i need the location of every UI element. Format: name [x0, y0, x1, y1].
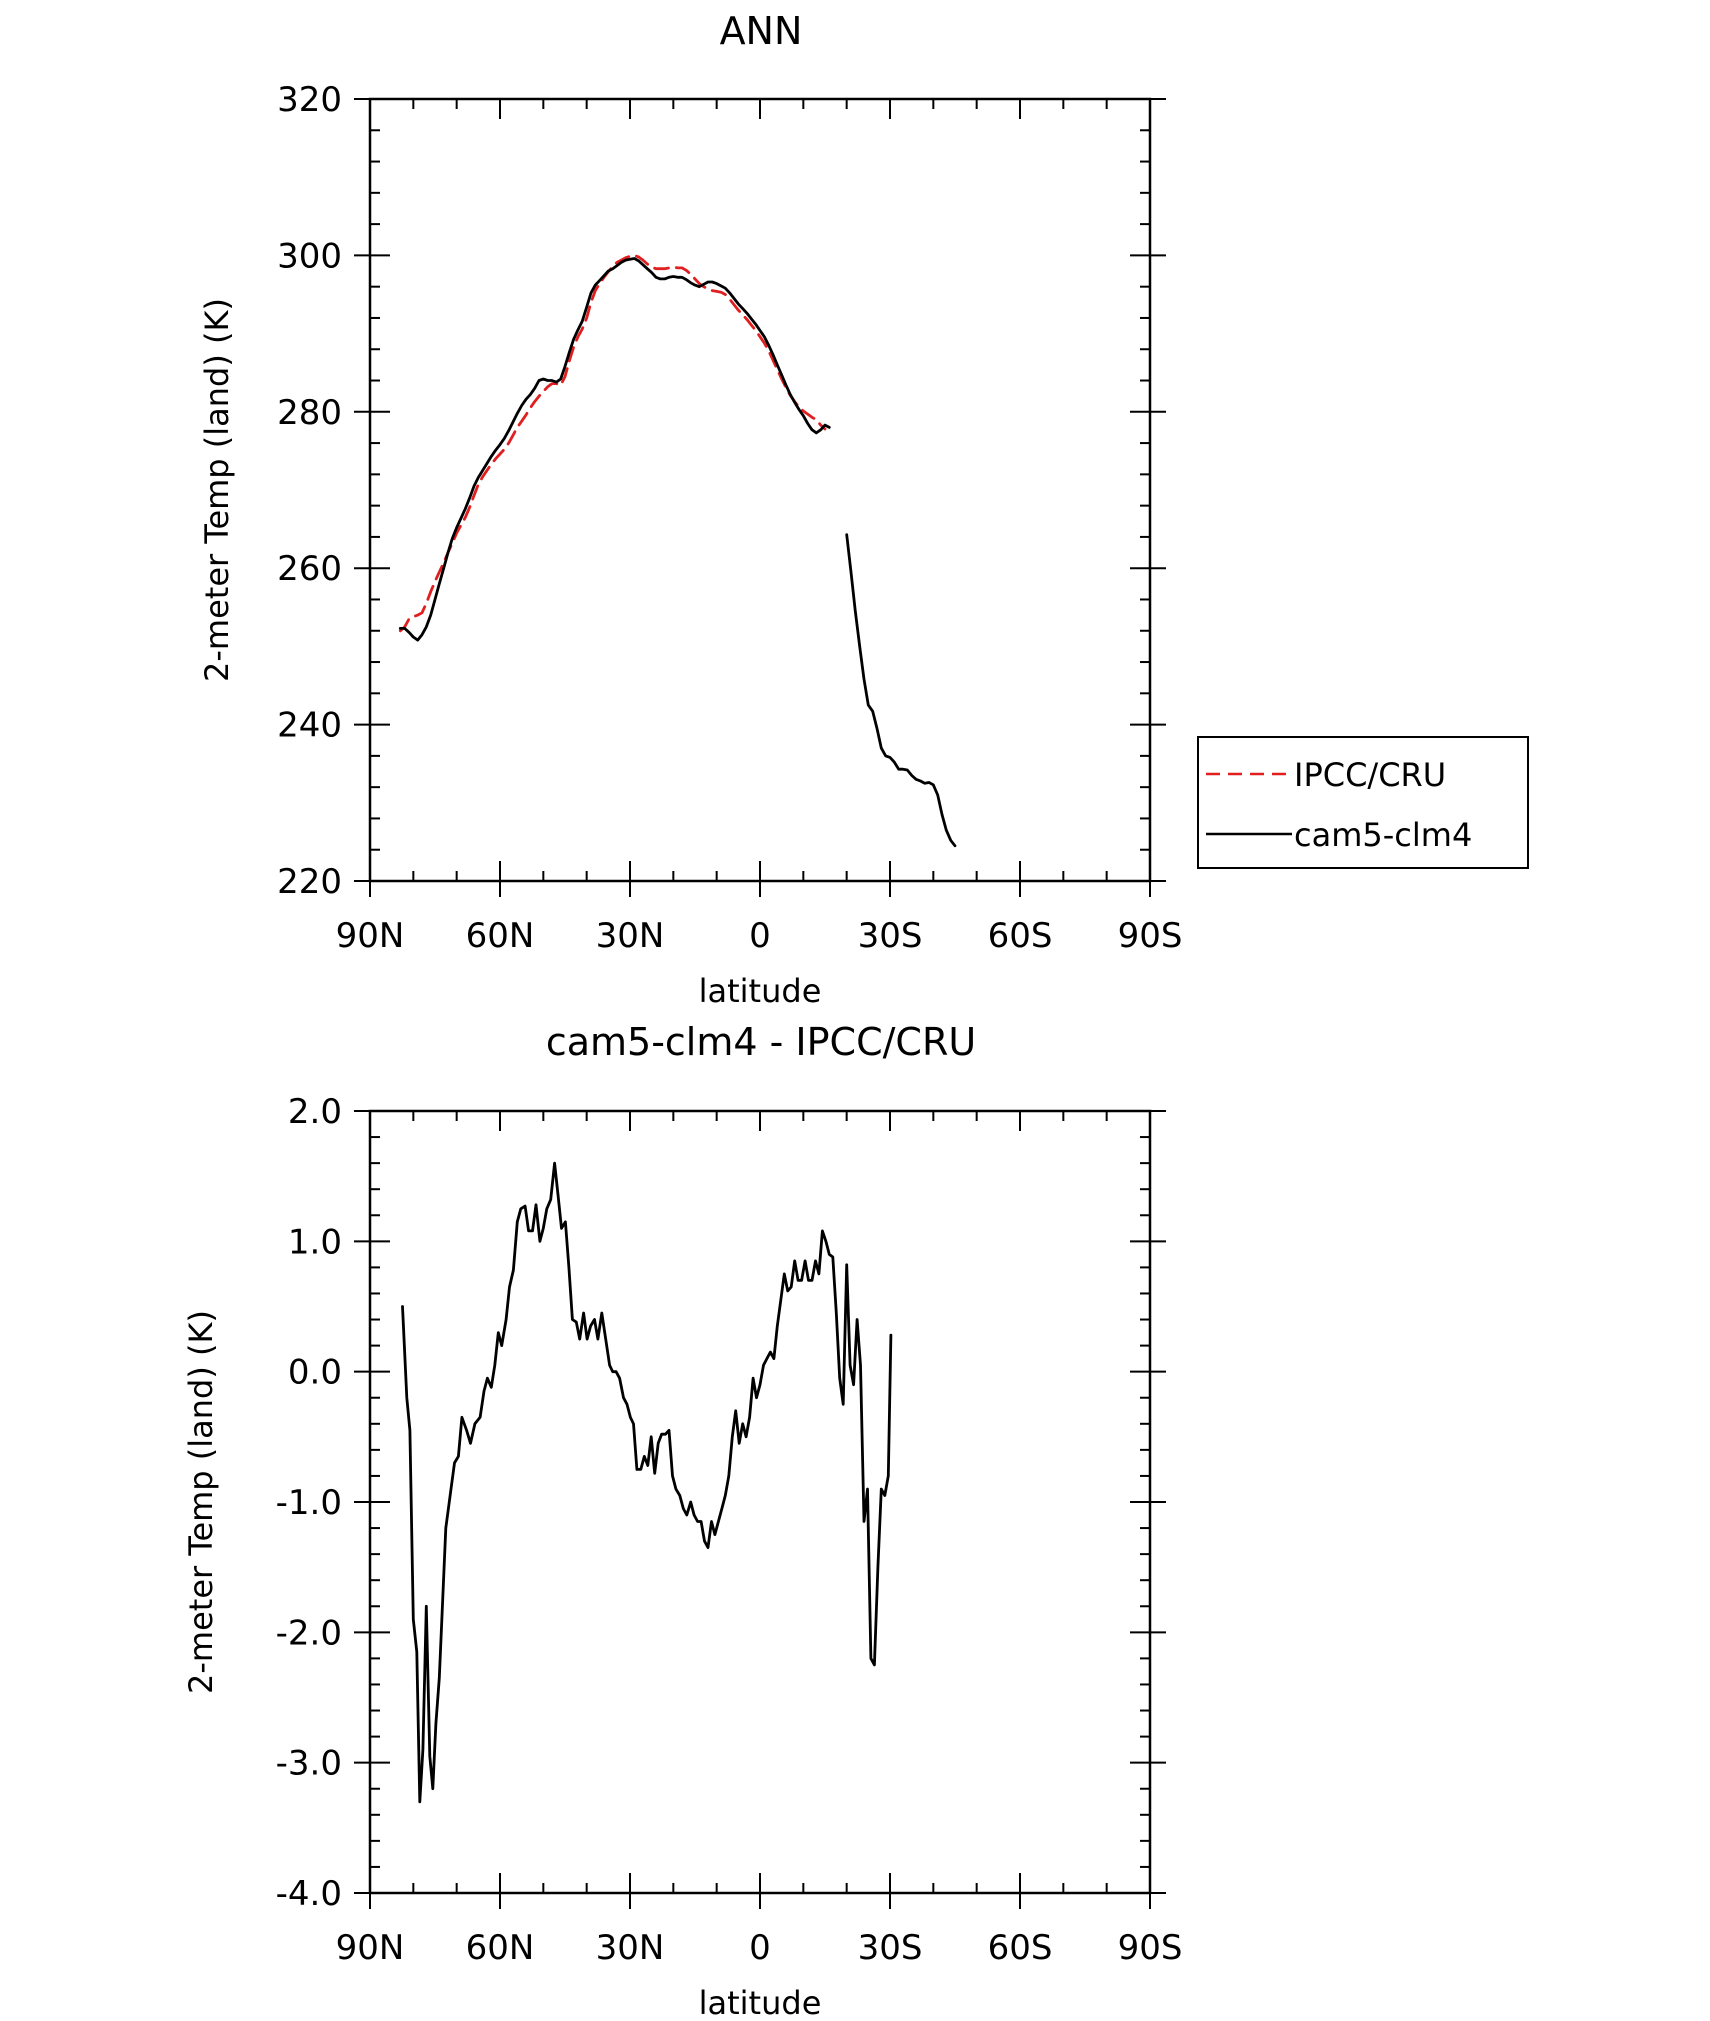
top-y-tick-label: 300	[277, 236, 342, 276]
top-series-cam5-clm4-line	[398, 257, 831, 642]
top-chart-series	[398, 254, 957, 848]
top-chart-axes: 90N 60N 30N 0 30S 60S 90S 320 300 280 260 240 220	[277, 80, 1182, 956]
top-chart-xlabel: latitude	[699, 972, 822, 1010]
bottom-chart-title: cam5-clm4 - IPCC/CRU	[546, 1020, 976, 1064]
bottom-chart-axes: 90N 60N 30N 0 30S 60S 90S 2.0 1.0 0.0 -1.0 -2.0 -3.0…	[276, 1092, 1183, 1968]
bottom-y-tick-label: -3.0	[276, 1744, 342, 1784]
top-y-tick-label: 220	[277, 862, 342, 902]
top-chart-frame	[368, 97, 1152, 883]
bottom-y-tick-label: 1.0	[288, 1222, 342, 1262]
bottom-x-tick-label: 60N	[466, 1928, 535, 1968]
top-chart-title: ANN	[720, 9, 803, 53]
legend-box	[1197, 736, 1529, 869]
bottom-chart: cam5-clm4 - IPCC/CRU 90N 60N 30N 0 30S 60S 90S…	[182, 1020, 1182, 2021]
top-x-tick-label: 90N	[336, 916, 405, 956]
top-x-tick-label: 90S	[1118, 916, 1183, 956]
top-y-tick-label: 320	[277, 80, 342, 120]
bottom-y-tick-label: -4.0	[276, 1874, 342, 1914]
bottom-series-0-line	[401, 1161, 893, 1804]
bottom-x-tick-label: 90N	[336, 1928, 405, 1968]
bottom-x-tick-label: 30S	[858, 1928, 923, 1968]
top-x-tick-label: 60S	[988, 916, 1053, 956]
bottom-y-tick-label: 2.0	[288, 1092, 342, 1132]
top-x-tick-label: 30N	[596, 916, 665, 956]
top-series-cam5-clm4-line	[845, 533, 957, 848]
bottom-chart-frame	[368, 1109, 1152, 1895]
bottom-x-tick-label: 30N	[596, 1928, 665, 1968]
bottom-y-tick-label: -2.0	[276, 1613, 342, 1653]
top-y-tick-label: 240	[277, 706, 342, 746]
bottom-chart-series	[401, 1161, 893, 1804]
top-y-tick-label: 260	[277, 549, 342, 589]
bottom-y-tick-label: 0.0	[288, 1353, 342, 1393]
bottom-chart-ylabel: 2-meter Temp (land) (K)	[182, 1310, 220, 1694]
bottom-x-tick-label: 0	[749, 1928, 771, 1968]
bottom-x-tick-label: 60S	[988, 1928, 1053, 1968]
legend: IPCC/CRU cam5-clm4	[1197, 736, 1529, 869]
top-series-ipcc-cru-line	[398, 254, 827, 633]
top-y-tick-label: 280	[277, 393, 342, 433]
legend-label-cam5-clm4: cam5-clm4	[1294, 816, 1472, 854]
bottom-x-tick-label: 90S	[1118, 1928, 1183, 1968]
bottom-y-tick-label: -1.0	[276, 1483, 342, 1523]
top-chart: ANN 90N 60N 30N 0 30S 60S 90S 320 300 280 260 240 22…	[198, 9, 1529, 1010]
top-chart-ylabel: 2-meter Temp (land) (K)	[198, 298, 236, 682]
legend-label-ipcc-cru: IPCC/CRU	[1294, 756, 1446, 794]
top-x-tick-label: 0	[749, 916, 771, 956]
bottom-chart-xlabel: latitude	[699, 1984, 822, 2021]
top-x-tick-label: 30S	[858, 916, 923, 956]
top-x-tick-label: 60N	[466, 916, 535, 956]
